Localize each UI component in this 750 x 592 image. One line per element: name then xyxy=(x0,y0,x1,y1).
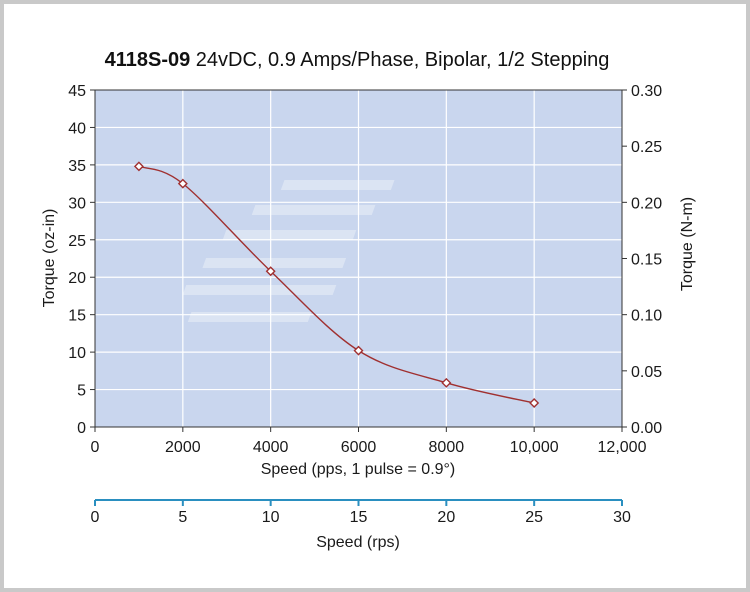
y-tick-label: 5 xyxy=(77,383,86,400)
x-tick-label: 10,000 xyxy=(510,439,559,456)
watermark-stripe xyxy=(182,285,337,295)
y2-tick-label: 0.00 xyxy=(631,420,662,437)
y2-tick-label: 0.05 xyxy=(631,364,662,381)
data-point xyxy=(441,377,452,388)
y2-tick-label: 0.20 xyxy=(631,195,662,212)
y-tick-label: 40 xyxy=(68,120,86,137)
data-point xyxy=(133,161,144,172)
y-tick-label: 30 xyxy=(68,195,86,212)
chart-title-rest: 24vDC, 0.9 Amps/Phase, Bipolar, 1/2 Step… xyxy=(190,49,609,71)
x2-tick-label: 0 xyxy=(91,509,100,526)
y-axis-title: Torque (oz-in) xyxy=(41,209,58,308)
chart-title: 4118S-09 24vDC, 0.9 Amps/Phase, Bipolar,… xyxy=(105,49,610,71)
y2-axis-title: Torque (N-m) xyxy=(679,197,696,291)
chart-title-bold: 4118S-09 xyxy=(105,49,191,71)
data-point xyxy=(265,266,276,277)
x2-tick-label: 25 xyxy=(525,509,543,526)
y-tick-label: 20 xyxy=(68,270,86,287)
y2-tick-label: 0.10 xyxy=(631,308,662,325)
plot-area: 0 5 10 15 20 25 30 35 40 45 0.00 0.05 0.10 0.15 0.20 0.… xyxy=(68,83,662,526)
x-tick-label: 2000 xyxy=(165,439,201,456)
x2-tick-label: 5 xyxy=(178,509,187,526)
x-axis-title: Speed (pps, 1 pulse = 0.9°) xyxy=(261,461,456,478)
y-tick-label: 10 xyxy=(68,345,86,362)
y2-tick-label: 0.25 xyxy=(631,139,662,156)
x-tick-label: 0 xyxy=(91,439,100,456)
x2-tick-label: 30 xyxy=(613,509,631,526)
watermark-stripe xyxy=(280,180,395,190)
y-tick-label: 0 xyxy=(77,420,86,437)
y-tick-label: 45 xyxy=(68,83,86,100)
x-tick-label: 4000 xyxy=(253,439,289,456)
y2-tick-label: 0.30 xyxy=(631,83,662,100)
x2-tick-label: 10 xyxy=(262,509,280,526)
y2-tick-label: 0.15 xyxy=(631,252,662,269)
watermark-stripe xyxy=(187,312,312,322)
watermark-stripe xyxy=(251,205,376,215)
y-tick-label: 35 xyxy=(68,158,86,175)
x2-tick-label: 20 xyxy=(437,509,455,526)
y-tick-label: 25 xyxy=(68,233,86,250)
x-tick-label: 8000 xyxy=(429,439,465,456)
x2-tick-label: 15 xyxy=(350,509,368,526)
y-tick-label: 15 xyxy=(68,308,86,325)
x-tick-label: 12,000 xyxy=(598,439,647,456)
x2-axis-title: Speed (rps) xyxy=(316,534,400,551)
watermark-stripe xyxy=(202,258,347,268)
watermark-stripe xyxy=(222,230,357,240)
data-point xyxy=(529,398,540,409)
data-point xyxy=(353,345,364,356)
x-tick-label: 6000 xyxy=(341,439,377,456)
data-point xyxy=(177,178,188,189)
plot-border xyxy=(94,89,623,428)
